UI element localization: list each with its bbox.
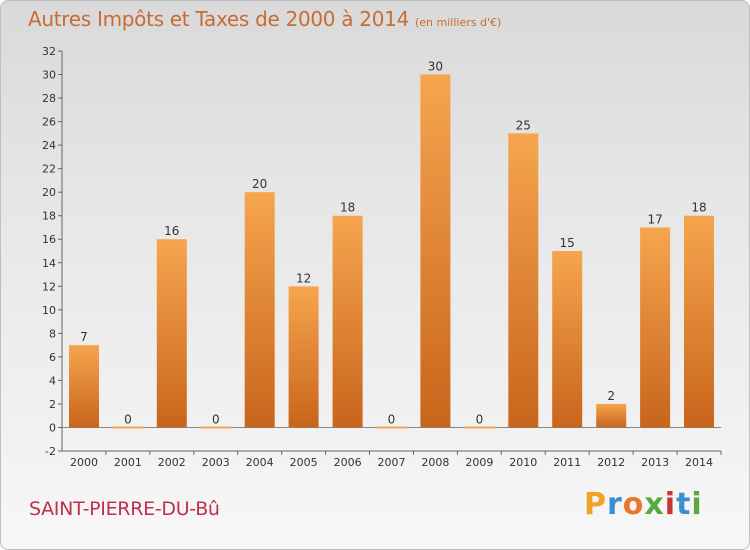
bar — [552, 251, 583, 428]
bar — [640, 227, 671, 428]
y-tick-label: 10 — [42, 304, 56, 317]
value-label: 0 — [124, 413, 132, 427]
y-tick-label: 8 — [49, 327, 56, 340]
x-tick-label: 2013 — [641, 456, 669, 469]
bar — [376, 426, 407, 429]
value-label: 20 — [252, 177, 267, 191]
logo-letter: i — [691, 487, 703, 522]
y-tick-label: 28 — [42, 92, 56, 105]
x-tick-label: 2006 — [334, 456, 362, 469]
y-tick-label: 32 — [42, 45, 56, 58]
bar — [420, 74, 451, 428]
value-label: 17 — [647, 213, 662, 227]
logo-letter: x — [644, 487, 665, 522]
logo-letter: P — [584, 487, 607, 522]
value-label: 16 — [164, 224, 179, 238]
y-tick-label: 22 — [42, 163, 56, 176]
x-tick-label: 2007 — [378, 456, 406, 469]
bar — [596, 403, 627, 428]
logo-letter: t — [676, 487, 692, 522]
value-label: 25 — [516, 118, 531, 132]
x-tick-label: 2012 — [597, 456, 625, 469]
value-label: 18 — [340, 201, 355, 215]
bar — [244, 192, 275, 428]
x-tick-label: 2014 — [685, 456, 713, 469]
x-tick-label: 2001 — [114, 456, 142, 469]
logo-letter: o — [622, 487, 645, 522]
bar — [508, 133, 539, 428]
value-label: 0 — [388, 413, 396, 427]
y-tick-label: -2 — [45, 445, 56, 458]
x-tick-label: 2008 — [421, 456, 449, 469]
value-label: 15 — [560, 236, 575, 250]
x-tick-label: 2003 — [202, 456, 230, 469]
y-tick-label: 0 — [49, 421, 56, 434]
y-tick-label: 12 — [42, 280, 56, 293]
logo-letter: r — [607, 487, 623, 522]
y-tick-label: 26 — [42, 116, 56, 129]
proxiti-logo: Proxiti — [584, 487, 703, 522]
value-label: 12 — [296, 271, 311, 285]
chart-title: Autres Impôts et Taxes de 2000 à 2014 (en… — [28, 7, 501, 31]
value-label: 0 — [212, 413, 220, 427]
x-tick-label: 2002 — [158, 456, 186, 469]
x-tick-label: 2000 — [70, 456, 98, 469]
x-tick-label: 2005 — [290, 456, 318, 469]
value-label: 2 — [607, 389, 615, 403]
value-label: 7 — [80, 330, 88, 344]
value-label: 18 — [691, 201, 706, 215]
bar — [332, 215, 363, 428]
x-tick-label: 2009 — [465, 456, 493, 469]
y-tick-label: 30 — [42, 69, 56, 82]
bar — [684, 215, 714, 428]
bar — [69, 345, 99, 428]
bar — [200, 426, 231, 429]
bar — [464, 426, 495, 429]
town-name: SAINT-PIERRE-DU-Bû — [29, 498, 220, 520]
logo-letter: i — [664, 487, 677, 522]
x-tick-label: 2010 — [509, 456, 537, 469]
value-label: 0 — [476, 413, 484, 427]
y-tick-label: 18 — [42, 210, 56, 223]
chart-title-text: Autres Impôts et Taxes de 2000 à 2014 — [28, 7, 409, 31]
chart-subtitle: (en milliers d'€) — [415, 16, 502, 29]
y-tick-label: 4 — [49, 374, 56, 387]
y-tick-label: 16 — [42, 233, 56, 246]
bar — [156, 239, 187, 428]
y-tick-label: 14 — [42, 257, 56, 270]
y-tick-label: 2 — [49, 398, 56, 411]
y-tick-label: 20 — [42, 186, 56, 199]
bar — [112, 426, 143, 429]
x-tick-label: 2011 — [553, 456, 581, 469]
y-tick-label: 24 — [42, 139, 56, 152]
bar — [288, 286, 319, 428]
y-tick-label: 6 — [49, 351, 56, 364]
x-tick-label: 2004 — [246, 456, 274, 469]
value-label: 30 — [428, 60, 443, 74]
